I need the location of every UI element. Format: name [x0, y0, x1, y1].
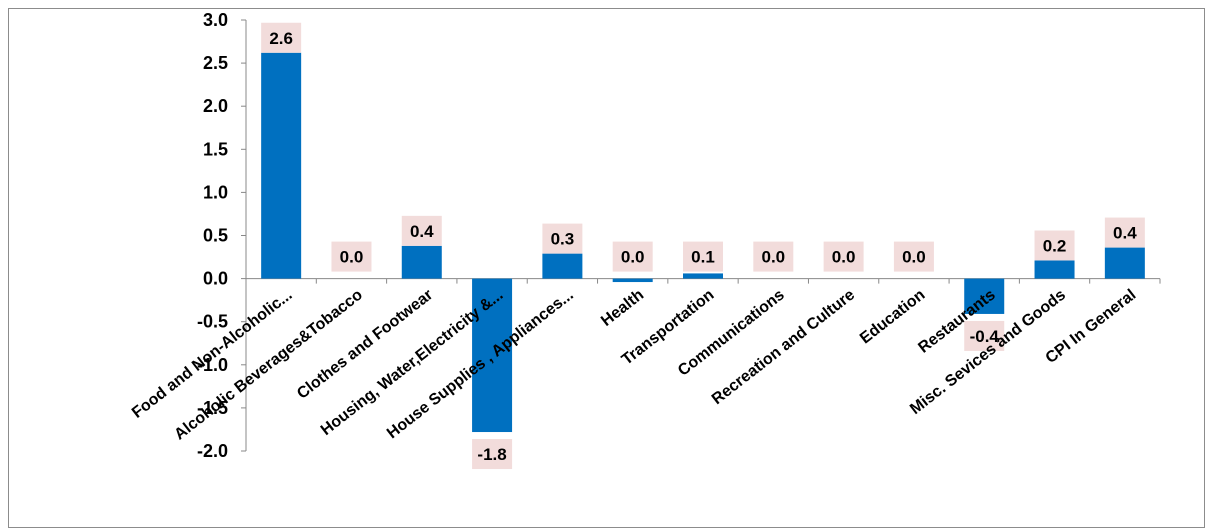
- data-label: 0.3: [551, 230, 575, 249]
- category-label: Recreation and Culture: [709, 286, 858, 408]
- bar: [612, 278, 653, 283]
- y-tick-label: -1.5: [197, 398, 228, 418]
- data-label-box: [753, 241, 794, 272]
- data-label-box: [964, 320, 1005, 351]
- chart-frame: [8, 8, 1205, 528]
- data-label: 0.4: [410, 222, 434, 241]
- bar: [472, 278, 513, 433]
- data-label: 0.0: [621, 248, 645, 267]
- category-label: Education: [857, 286, 928, 347]
- data-label-box: [1104, 217, 1145, 248]
- data-label-box: [542, 223, 583, 254]
- bar: [964, 278, 1005, 314]
- data-label-box: [683, 241, 723, 272]
- bar: [401, 245, 442, 279]
- bar: [261, 52, 302, 279]
- data-label: 0.1: [691, 248, 715, 267]
- y-tick-label: 0.5: [203, 226, 228, 246]
- data-label: 0.0: [761, 248, 785, 267]
- data-label-box: [893, 241, 934, 272]
- y-tick-label: -0.5: [197, 312, 228, 332]
- data-label: 0.0: [832, 248, 856, 267]
- bar: [1034, 260, 1075, 279]
- y-tick-label: 2.0: [203, 96, 228, 116]
- y-tick-label: 3.0: [203, 10, 228, 30]
- data-label-box: [331, 241, 372, 272]
- category-label: Clothes and Footwear: [294, 286, 436, 402]
- data-label-box: [472, 439, 513, 470]
- data-label: -0.4: [970, 327, 1000, 346]
- bar: [683, 273, 723, 279]
- y-tick-label: 1.0: [203, 182, 228, 202]
- y-tick-label: -1.0: [197, 355, 228, 375]
- data-label-box: [612, 241, 653, 272]
- bar: [1104, 247, 1145, 279]
- data-label: -1.8: [477, 445, 506, 464]
- category-label: Health: [598, 286, 647, 330]
- data-label-box: [401, 215, 442, 246]
- y-tick-label: -2.0: [197, 441, 228, 461]
- bars: [261, 52, 1145, 433]
- y-tick-label: 0.0: [203, 269, 228, 289]
- y-axis: 3.0 2.5 2.0 1.5 1.0 0.5 0.0 -0.5 -1.0 -1.5 -2.0: [197, 10, 1161, 461]
- bar: [542, 253, 583, 279]
- data-label: 0.0: [340, 248, 364, 267]
- data-label-box: [1034, 230, 1075, 261]
- data-label-box: [823, 241, 864, 272]
- y-tick-label: 1.5: [203, 139, 228, 159]
- data-label: 0.2: [1043, 236, 1067, 255]
- data-label: 0.4: [1113, 224, 1137, 243]
- data-label-box: [261, 22, 302, 53]
- data-labels: 2.6 0.0 0.4 -1.8 0.3 0.0 0.1 0.0 0.0 0.0 -0.4 0.2 0.…: [261, 22, 1145, 470]
- data-label: 2.6: [269, 29, 293, 48]
- data-label: 0.0: [902, 248, 926, 267]
- y-tick-label: 2.5: [203, 53, 228, 73]
